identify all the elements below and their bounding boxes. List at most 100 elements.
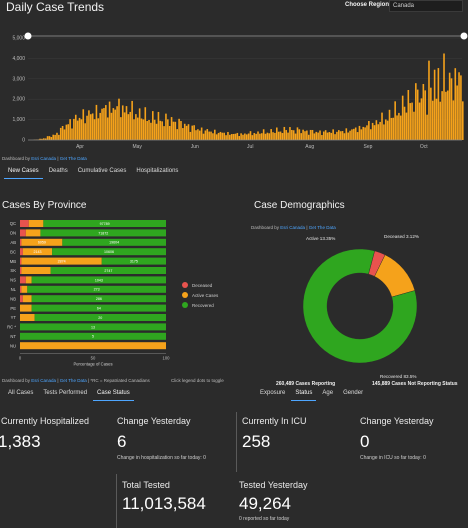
trend-bar — [185, 125, 188, 140]
trend-bar — [67, 124, 70, 140]
trend-bar — [65, 124, 68, 140]
trend-bar — [223, 132, 225, 140]
trend-bar — [398, 112, 400, 140]
trend-bar — [195, 130, 197, 140]
icu-title: Currently In ICU — [242, 416, 307, 426]
legend-dot-icon[interactable] — [182, 292, 188, 298]
trend-bar — [251, 135, 254, 140]
trend-tab-hospitalizations[interactable]: Hospitalizations — [136, 168, 179, 174]
esri-canada-link[interactable]: Esri Canada — [31, 156, 57, 161]
page-title: Daily Case Trends — [6, 0, 105, 14]
trend-bar — [405, 112, 408, 140]
cases-not-reporting: 145,889 Cases Not Reporting Status — [372, 381, 458, 387]
legend-item-deceased[interactable]: Deceased — [182, 280, 218, 290]
range-slider-end-handle[interactable] — [460, 32, 468, 40]
trend-tab-deaths[interactable]: Deaths — [48, 168, 68, 174]
trend-bar — [283, 126, 286, 140]
trend-bar — [332, 129, 334, 140]
daily-case-trends-chart: 0 1,000 2,000 3,000 4,000 5,000 Apr May Jun Jul Au… — [12, 32, 468, 150]
province-label: RC * — [7, 325, 16, 330]
province-bar-active-cases — [21, 238, 63, 246]
range-slider-start-handle[interactable] — [24, 32, 32, 40]
province-bar-deceased — [20, 229, 26, 237]
province-tab-tests-performed[interactable]: Tests Performed — [43, 390, 88, 396]
legend-label: Active Cases — [192, 292, 219, 298]
trend-bar — [245, 134, 248, 140]
legend-dot-icon[interactable] — [182, 302, 188, 308]
trend-credits: Dashboard by Esri Canada | Get The Data — [2, 156, 87, 161]
legend-dot-icon[interactable] — [182, 282, 188, 288]
province-bar-label: 2747 — [104, 269, 112, 273]
trend-bar — [287, 132, 289, 140]
province-bar-active-cases — [21, 267, 51, 274]
trend-bar — [458, 72, 460, 140]
hospitalized-value: 1,383 — [0, 432, 41, 451]
province-x-tick: 50 — [91, 356, 96, 361]
trend-bar — [103, 108, 105, 140]
trend-bar — [155, 123, 158, 140]
province-bar-deceased — [20, 267, 22, 274]
province-x-label: Percentage of Cases — [73, 362, 112, 367]
trend-bar — [116, 106, 118, 140]
trend-x-tick: Apr — [76, 144, 84, 150]
trend-bar — [74, 114, 77, 140]
province-bar-recovered — [34, 314, 166, 321]
get-the-data-link[interactable]: Get The Data — [59, 156, 87, 161]
demographics-tab-exposure[interactable]: Exposure — [260, 390, 286, 396]
province-bar-label: 3175 — [130, 260, 138, 264]
trend-bar — [97, 118, 100, 140]
trend-bar — [294, 133, 297, 140]
trend-bar — [336, 131, 338, 140]
trend-bar — [232, 133, 235, 140]
trend-bar — [375, 120, 378, 140]
trend-bar — [58, 134, 60, 140]
demographics-tab-status[interactable]: Status — [291, 388, 317, 401]
trend-bar — [59, 127, 62, 140]
province-bar-label: 273 — [94, 288, 100, 292]
trend-bar — [373, 125, 376, 140]
demographics-tab-age[interactable]: Age — [322, 390, 334, 396]
get-the-data-link[interactable]: Get The Data — [308, 225, 336, 230]
esri-canada-link[interactable]: Esri Canada — [31, 378, 57, 383]
trend-bar — [168, 126, 171, 140]
trend-bar — [439, 101, 442, 140]
trend-tab-cumulative-cases[interactable]: Cumulative Cases — [77, 168, 127, 174]
province-tab-case-status[interactable]: Case Status — [93, 388, 134, 401]
province-bar-label: 2143 — [34, 250, 42, 254]
tested-value: 11,013,584 — [122, 494, 206, 513]
trend-bar — [242, 134, 244, 140]
province-bar-deceased — [20, 248, 23, 256]
province-bar-recovered — [31, 276, 167, 284]
hospitalized-title: Currently Hospitalized — [1, 416, 90, 426]
province-tab-all-cases[interactable]: All Cases — [8, 390, 34, 396]
trend-bar — [76, 120, 79, 140]
trend-bar — [433, 69, 436, 140]
legend-item-recovered[interactable]: Recovered — [182, 300, 218, 310]
credits-separator: | — [57, 378, 59, 383]
trend-bar — [43, 138, 45, 140]
province-bar-label: 6059 — [38, 241, 46, 245]
get-the-data-link[interactable]: Get The Data — [59, 378, 87, 383]
trend-bar — [114, 109, 117, 140]
trend-bar — [204, 130, 207, 140]
trend-bar — [48, 136, 51, 140]
trend-bar — [274, 132, 276, 140]
tested-yesterday-title: Tested Yesterday — [239, 480, 308, 490]
trend-bar — [456, 85, 458, 140]
trend-tab-new-cases[interactable]: New Cases — [4, 166, 43, 179]
region-select[interactable]: Canada — [389, 0, 463, 12]
trend-bar — [313, 133, 316, 140]
trend-bar — [302, 129, 304, 140]
province-label: NL — [11, 287, 17, 292]
demographics-tab-gender[interactable]: Gender — [343, 390, 364, 396]
legend-item-active-cases[interactable]: Active Cases — [182, 290, 218, 300]
trend-bar — [125, 106, 128, 140]
credits-separator: | — [306, 225, 308, 230]
province-label: QC — [10, 221, 16, 226]
esri-canada-link[interactable]: Esri Canada — [280, 225, 306, 230]
trend-bar — [187, 124, 190, 140]
trend-bar — [52, 134, 55, 140]
trend-bar — [435, 98, 438, 140]
province-bar-label: 1043 — [95, 278, 103, 282]
province-x-tick: 0 — [19, 356, 22, 361]
